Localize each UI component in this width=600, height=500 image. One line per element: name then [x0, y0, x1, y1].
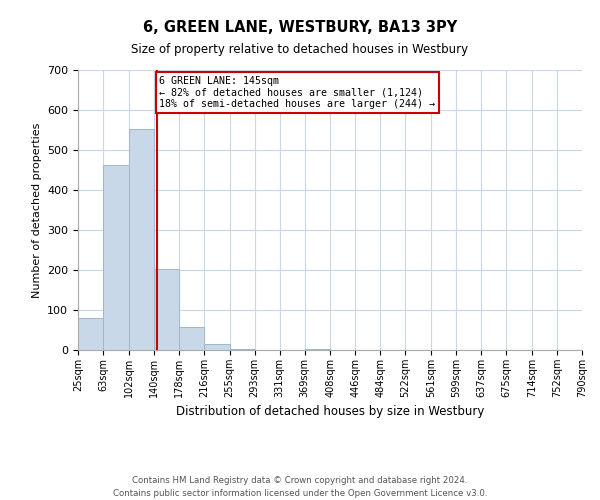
Text: Size of property relative to detached houses in Westbury: Size of property relative to detached ho… — [131, 42, 469, 56]
X-axis label: Distribution of detached houses by size in Westbury: Distribution of detached houses by size … — [176, 406, 484, 418]
Bar — [230, 349, 254, 350]
Text: 6, GREEN LANE, WESTBURY, BA13 3PY: 6, GREEN LANE, WESTBURY, BA13 3PY — [143, 20, 457, 35]
Bar — [154, 269, 179, 350]
Bar — [179, 327, 204, 350]
Y-axis label: Number of detached properties: Number of detached properties — [32, 122, 41, 298]
Bar — [129, 129, 154, 350]
Bar — [78, 318, 103, 350]
Bar — [204, 344, 230, 350]
Text: Contains HM Land Registry data © Crown copyright and database right 2024.
Contai: Contains HM Land Registry data © Crown c… — [113, 476, 487, 498]
Bar — [103, 165, 129, 350]
Text: 6 GREEN LANE: 145sqm
← 82% of detached houses are smaller (1,124)
18% of semi-de: 6 GREEN LANE: 145sqm ← 82% of detached h… — [159, 76, 435, 109]
Bar — [305, 349, 331, 350]
